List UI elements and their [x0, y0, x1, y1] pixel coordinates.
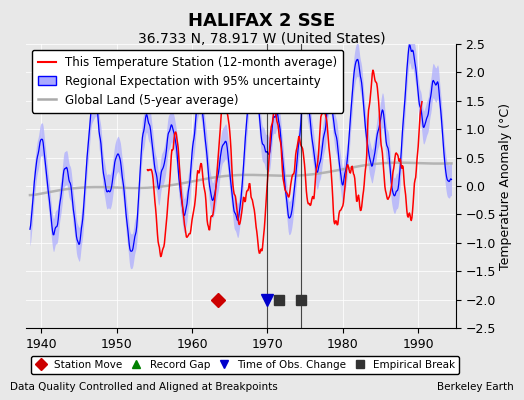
- Line: This Temperature Station (12-month average): This Temperature Station (12-month avera…: [147, 70, 422, 256]
- Regional Expectation with 95% uncertainty: [383, 133, 389, 138]
- Global Land (5-year average): [95, 185, 102, 190]
- Global Land (5-year average): [39, 191, 45, 196]
- Global Land (5-year average): [396, 160, 402, 165]
- Regional Expectation with 95% uncertainty: [140, 131, 146, 136]
- Regional Expectation with 95% uncertainty: [128, 249, 134, 254]
- This Temperature Station (12-month average): [384, 196, 390, 201]
- This Temperature Station (12-month average): [330, 209, 336, 214]
- Text: 36.733 N, 78.917 W (United States): 36.733 N, 78.917 W (United States): [138, 32, 386, 46]
- Legend: Station Move, Record Gap, Time of Obs. Change, Empirical Break: Station Move, Record Gap, Time of Obs. C…: [31, 356, 460, 374]
- Global Land (5-year average): [165, 183, 171, 188]
- This Temperature Station (12-month average): [212, 192, 219, 197]
- Global Land (5-year average): [139, 186, 146, 190]
- Regional Expectation with 95% uncertainty: [27, 227, 33, 232]
- Text: Berkeley Earth: Berkeley Earth: [437, 382, 514, 392]
- Global Land (5-year average): [449, 161, 455, 166]
- Line: Global Land (5-year average): Global Land (5-year average): [30, 163, 452, 195]
- This Temperature Station (12-month average): [308, 202, 314, 207]
- Y-axis label: Temperature Anomaly (°C): Temperature Anomaly (°C): [499, 102, 512, 270]
- Regional Expectation with 95% uncertainty: [165, 132, 171, 136]
- This Temperature Station (12-month average): [172, 130, 178, 135]
- Regional Expectation with 95% uncertainty: [95, 122, 102, 126]
- Text: HALIFAX 2 SSE: HALIFAX 2 SSE: [188, 12, 336, 30]
- Text: Data Quality Controlled and Aligned at Breakpoints: Data Quality Controlled and Aligned at B…: [10, 382, 278, 392]
- This Temperature Station (12-month average): [324, 130, 331, 134]
- This Temperature Station (12-month average): [370, 68, 376, 72]
- Regional Expectation with 95% uncertainty: [410, 49, 416, 54]
- Global Land (5-year average): [409, 160, 416, 165]
- Regional Expectation with 95% uncertainty: [449, 177, 455, 182]
- This Temperature Station (12-month average): [419, 99, 425, 104]
- Global Land (5-year average): [27, 193, 33, 198]
- Regional Expectation with 95% uncertainty: [39, 137, 45, 142]
- This Temperature Station (12-month average): [158, 254, 164, 259]
- Regional Expectation with 95% uncertainty: [406, 42, 412, 47]
- This Temperature Station (12-month average): [144, 168, 150, 172]
- Global Land (5-year average): [382, 161, 388, 166]
- Line: Regional Expectation with 95% uncertainty: Regional Expectation with 95% uncertaint…: [30, 45, 452, 251]
